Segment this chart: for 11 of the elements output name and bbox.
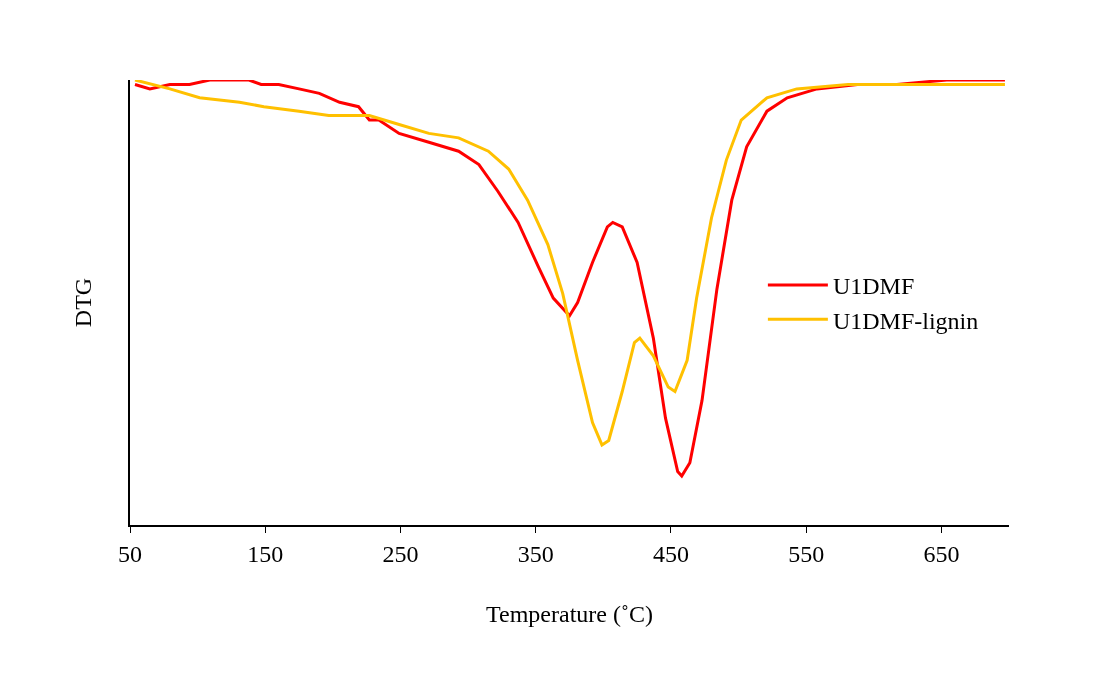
x-tick-label: 350 — [517, 540, 554, 567]
legend-label: U1DMF-lignin — [832, 307, 979, 334]
x-axis-title: Temperature (˚C) — [486, 601, 653, 628]
y-axis-title: DTG — [69, 277, 96, 328]
x-tick-label: 450 — [652, 540, 689, 567]
x-tick-label: 250 — [382, 540, 419, 567]
legend-label: U1DMF — [832, 273, 915, 300]
x-tick-label: 50 — [118, 540, 142, 567]
x-tick-label: 650 — [923, 540, 960, 567]
x-tick-label: 150 — [247, 540, 284, 567]
x-tick-label: 550 — [788, 540, 825, 567]
